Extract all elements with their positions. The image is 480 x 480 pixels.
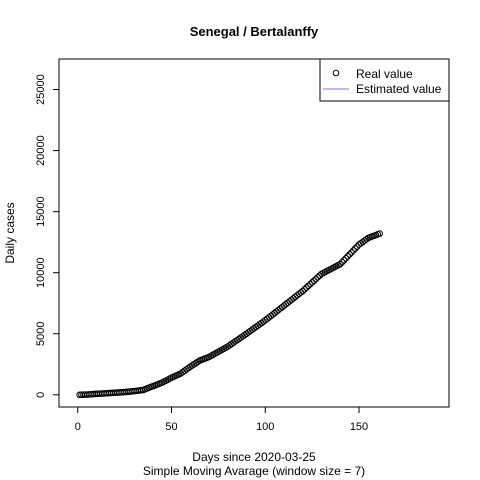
y-tick-label: 15000 [35,196,47,227]
data-point [346,251,353,258]
y-axis-label: Daily cases [3,202,17,263]
data-point [310,277,318,285]
legend-label-estimated-value: Estimated value [356,82,442,96]
chart-title: Senegal / Bertalanffy [190,24,319,39]
data-point [376,230,383,237]
y-tick-label: 0 [35,392,47,398]
data-point [314,274,322,281]
data-point [350,247,357,254]
y-tick-label: 5000 [35,321,47,345]
chart-subtitle: Simple Moving Avarage (window size = 7) [143,464,365,478]
y-tick-label: 10000 [35,257,47,288]
x-axis-label: Days since 2020-03-25 [192,450,316,464]
data-point [340,256,348,264]
data-point [338,258,346,266]
data-point [348,249,355,256]
x-tick-label: 100 [256,421,274,433]
data-point [297,289,305,296]
data-point [305,282,312,290]
data-point [342,254,350,262]
data-point [312,275,320,283]
data-point [336,260,344,268]
data-points [76,230,383,399]
x-axis: 0 50 100 150 [75,407,368,433]
data-point [301,285,308,293]
data-point [344,253,352,260]
legend-box [319,58,450,102]
data-point [299,287,307,295]
data-point [308,279,316,286]
y-axis: 0 5000 10000 15000 20000 25000 [35,74,59,398]
legend: Real value Estimated value [319,58,450,102]
legend-marker-real-value [332,69,340,77]
data-point [303,284,310,291]
plot-frame [58,58,450,408]
x-tick-label: 0 [75,421,81,433]
x-tick-label: 50 [165,421,177,433]
data-point [353,243,361,250]
data-point [306,280,314,288]
legend-label-real-value: Real value [356,67,413,81]
y-tick-label: 25000 [35,74,47,105]
data-point [351,245,359,252]
x-tick-label: 150 [350,421,368,433]
y-tick-label: 20000 [35,135,47,166]
data-point [363,235,370,243]
